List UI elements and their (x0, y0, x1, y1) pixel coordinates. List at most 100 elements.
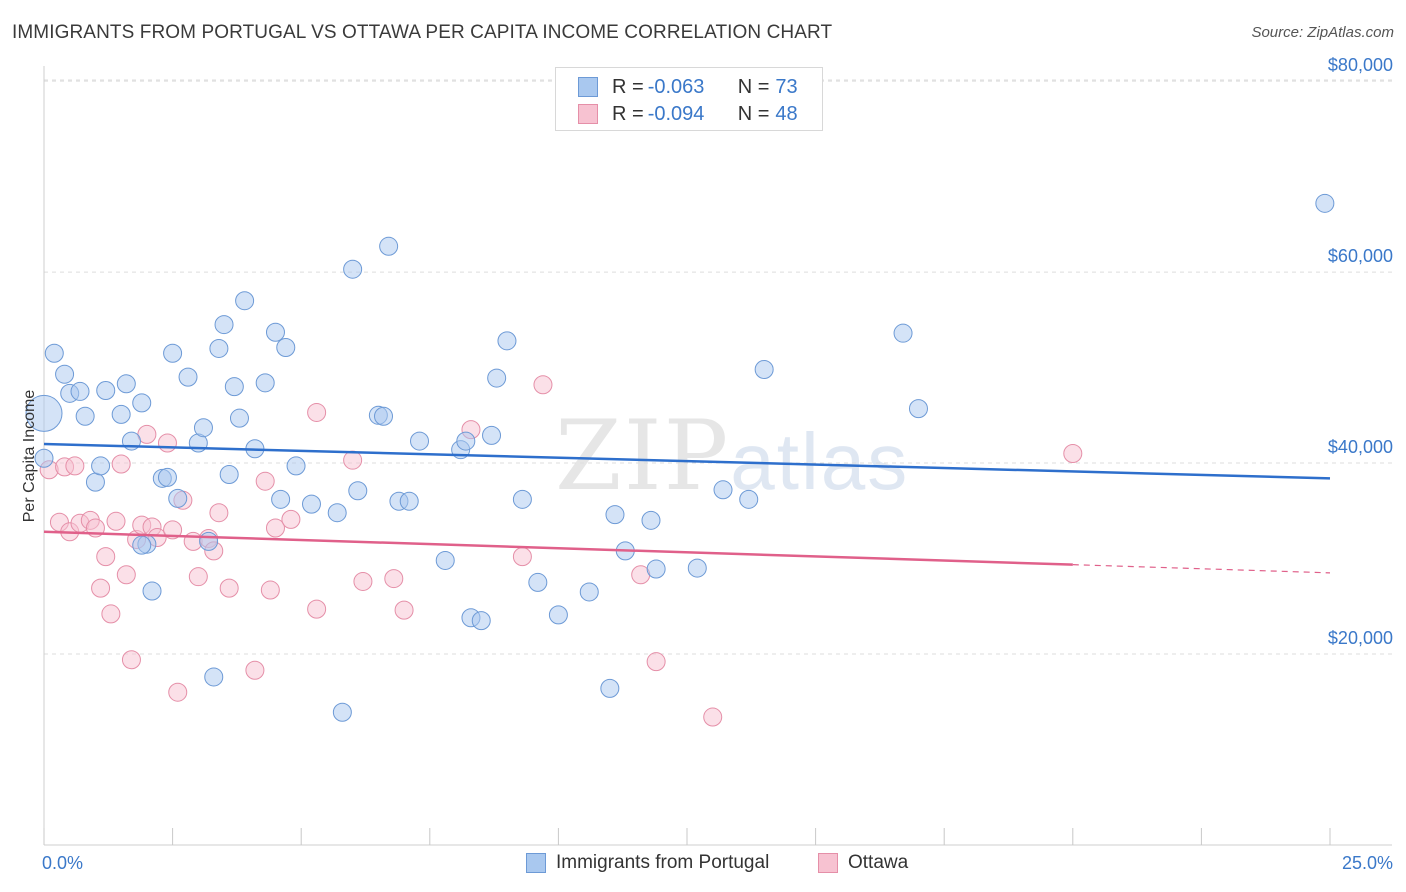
portugal-point (34, 448, 54, 468)
portugal-point (70, 381, 90, 401)
legend-n-label: N = (737, 102, 770, 125)
portugal-point (111, 404, 131, 424)
portugal-point (713, 480, 733, 500)
legend-n-value: 48 (775, 102, 798, 125)
portugal-point (265, 322, 285, 342)
axis-labels: $20,000 $40,000 $60,000 $80,000 0.0% 25.0% Per… (21, 55, 1393, 873)
portugal-point (132, 535, 152, 555)
legend-r-value: -0.094 (647, 102, 705, 125)
portugal-point (96, 380, 116, 400)
blue-swatch-icon (526, 853, 546, 873)
portugal-point (235, 291, 255, 311)
ottawa-point (281, 509, 301, 529)
ottawa-trend-line (43, 530, 1073, 566)
ottawa-point (106, 511, 126, 531)
legend-row-ottawa: R = -0.094 N = 48 (578, 101, 798, 127)
portugal-point (219, 465, 239, 485)
ottawa-point (646, 652, 666, 672)
ottawa-point (394, 600, 414, 620)
portugal-point (178, 367, 198, 387)
portugal-point (276, 338, 296, 358)
portugal-point (348, 481, 368, 501)
portugal-point (301, 494, 321, 514)
ottawa-point (116, 565, 136, 585)
portugal-point (163, 343, 183, 363)
ottawa-point (307, 402, 327, 422)
portugal-point (25, 394, 63, 432)
ottawa-points (39, 375, 1083, 727)
source-label: Source: ZipAtlas.com (1251, 24, 1394, 41)
trend-lines (43, 442, 1331, 574)
ottawa-point (1063, 444, 1083, 463)
ottawa-point (111, 454, 131, 474)
portugal-point (44, 343, 64, 363)
correlation-legend: R = -0.063 N = 73 R = -0.094 N = 48 (555, 67, 823, 131)
y-tick-label: $20,000 (1328, 628, 1393, 648)
legend-r-label: R = (612, 102, 644, 125)
legend-label-portugal: Immigrants from Portugal (556, 852, 770, 873)
ottawa-point (265, 518, 285, 538)
portugal-point (286, 456, 306, 476)
portugal-point (142, 581, 162, 601)
portugal-point (379, 236, 399, 256)
legend-r-label: R = (612, 75, 644, 98)
portugal-point (605, 505, 625, 525)
ottawa-point (168, 682, 188, 702)
series-legend: Immigrants from Portugal Ottawa (0, 850, 1406, 878)
ottawa-point (121, 650, 141, 670)
ottawa-point (255, 471, 275, 491)
x-min-label: 0.0% (42, 853, 83, 873)
ottawa-point (65, 456, 85, 476)
ottawa-point (533, 375, 553, 395)
y-tick-label: $40,000 (1328, 437, 1393, 457)
legend-r-value: -0.063 (647, 75, 705, 98)
gridlines (44, 79, 1392, 655)
portugal-point (116, 374, 136, 394)
portugal-point (487, 368, 507, 388)
portugal-trend-line (43, 442, 1331, 480)
portugal-point (168, 488, 188, 508)
portugal-point (255, 373, 275, 393)
ottawa-point (96, 547, 116, 567)
portugal-point (374, 406, 394, 426)
portugal-point (456, 431, 476, 451)
ottawa-point (245, 660, 265, 680)
ottawa-point (91, 578, 111, 598)
portugal-point (754, 359, 774, 379)
portugal-point (482, 425, 502, 445)
legend-item-portugal[interactable]: Immigrants from Portugal (526, 852, 769, 874)
portugal-point (435, 550, 455, 570)
legend-item-ottawa[interactable]: Ottawa (818, 852, 908, 874)
portugal-point (908, 399, 928, 419)
ottawa-point (703, 707, 723, 727)
blue-swatch-icon (578, 77, 598, 97)
portugal-points (25, 193, 1335, 722)
portugal-point (528, 572, 548, 592)
ottawa-point (260, 580, 280, 600)
portugal-point (512, 489, 532, 509)
portugal-point (739, 489, 759, 509)
ottawa-point (101, 604, 121, 624)
portugal-point (641, 510, 661, 530)
portugal-point (646, 559, 666, 579)
legend-row-portugal: R = -0.063 N = 73 (578, 74, 798, 100)
portugal-point (687, 558, 707, 578)
portugal-point (91, 456, 111, 476)
portugal-point (132, 393, 152, 413)
ottawa-point (188, 567, 208, 587)
ottawa-point (353, 571, 373, 591)
portugal-point (471, 611, 491, 631)
ottawa-trend-extension (1072, 564, 1331, 574)
ottawa-point (209, 503, 229, 523)
legend-n-value: 73 (775, 75, 798, 98)
legend-label-ottawa: Ottawa (848, 852, 909, 873)
portugal-point (579, 582, 599, 602)
ottawa-point (163, 520, 183, 540)
watermark: ZIPatlas (555, 400, 909, 512)
ottawa-point (512, 547, 532, 567)
portugal-point (410, 431, 430, 451)
portugal-point (399, 491, 419, 511)
portugal-point (548, 605, 568, 625)
ottawa-point (307, 599, 327, 619)
